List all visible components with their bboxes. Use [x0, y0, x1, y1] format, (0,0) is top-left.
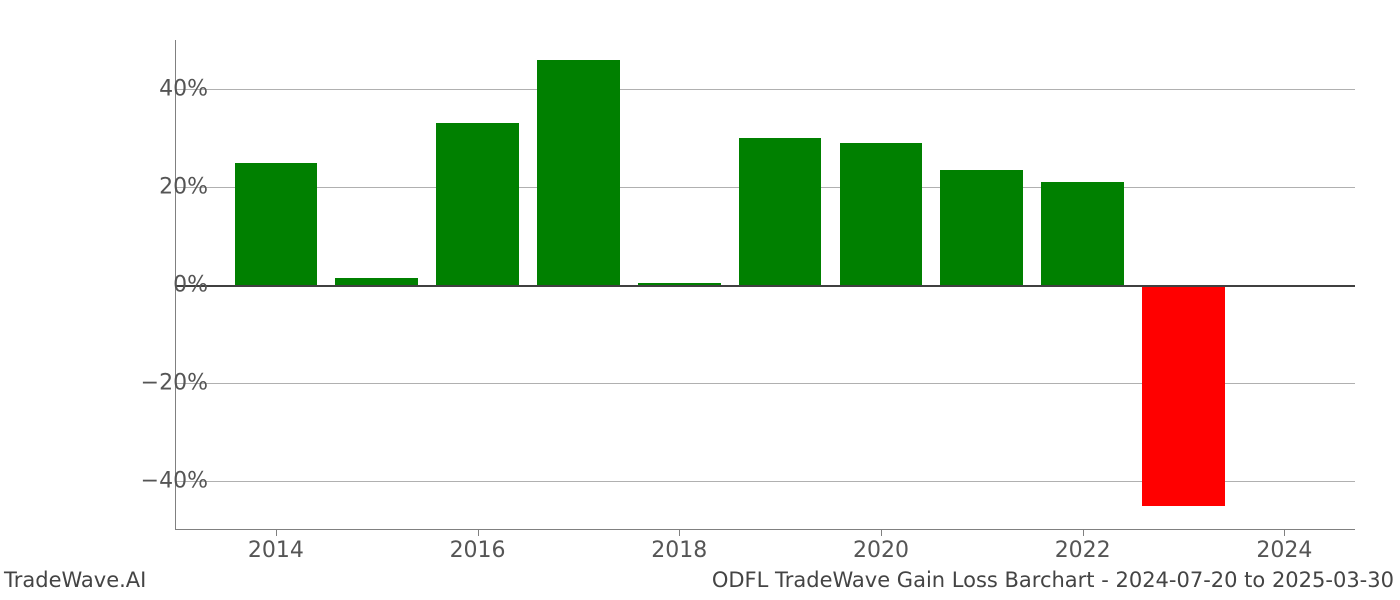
bar: [537, 60, 620, 285]
y-axis-label: −40%: [128, 469, 208, 494]
bar: [1142, 285, 1225, 506]
x-axis-label: 2020: [853, 538, 909, 563]
x-axis-label: 2014: [248, 538, 304, 563]
x-tick-mark: [1284, 530, 1285, 536]
x-tick-mark: [1083, 530, 1084, 536]
x-tick-mark: [276, 530, 277, 536]
x-axis-label: 2022: [1055, 538, 1111, 563]
footer-right-text: ODFL TradeWave Gain Loss Barchart - 2024…: [712, 568, 1394, 592]
x-axis-label: 2016: [450, 538, 506, 563]
bar: [436, 123, 519, 285]
x-axis-label: 2024: [1256, 538, 1312, 563]
y-axis-label: 0%: [128, 273, 208, 298]
x-axis-label: 2018: [651, 538, 707, 563]
x-tick-mark: [478, 530, 479, 536]
bar: [335, 278, 418, 285]
y-axis-label: 20%: [128, 175, 208, 200]
bar: [739, 138, 822, 285]
bar: [1041, 182, 1124, 285]
bar: [235, 163, 318, 286]
x-tick-mark: [679, 530, 680, 536]
zero-line: [175, 285, 1355, 287]
y-axis-label: 40%: [128, 77, 208, 102]
x-tick-mark: [881, 530, 882, 536]
spine-bottom: [175, 529, 1355, 530]
gridline: [175, 89, 1355, 90]
bar: [840, 143, 923, 285]
y-axis-label: −20%: [128, 371, 208, 396]
bar: [940, 170, 1023, 285]
footer-left-text: TradeWave.AI: [4, 568, 146, 592]
chart-container: [175, 40, 1355, 530]
plot-area: [175, 40, 1355, 530]
